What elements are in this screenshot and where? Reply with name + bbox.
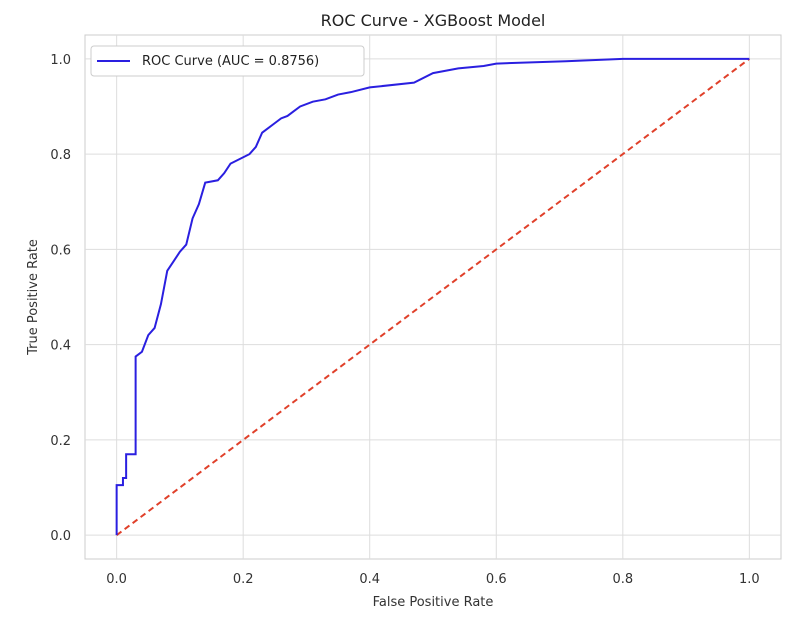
chart-title: ROC Curve - XGBoost Model <box>321 11 546 30</box>
y-tick-label: 0.8 <box>50 148 71 163</box>
legend: ROC Curve (AUC = 0.8756) <box>90 45 365 77</box>
x-tick-label: 1.0 <box>739 572 760 587</box>
grid-lines <box>85 35 781 559</box>
x-tick-label: 0.2 <box>233 572 254 587</box>
roc-curve-line <box>115 57 750 536</box>
legend-box <box>90 45 365 77</box>
y-tick-label: 1.0 <box>50 53 71 68</box>
y-tick-label: 0.2 <box>50 434 71 449</box>
y-tick-label: 0.4 <box>50 339 71 354</box>
y-axis-label: True Positive Rate <box>26 239 41 356</box>
x-axis-label: False Positive Rate <box>373 595 494 610</box>
series-layer <box>115 57 750 536</box>
x-tick-label: 0.0 <box>106 572 127 587</box>
y-tick-label: 0.6 <box>50 243 71 258</box>
tick-labels: 0.0 0.2 0.4 0.6 0.8 1.0 0.0 0.2 0.4 0.6 0.8 1.0 <box>50 53 759 587</box>
x-tick-label: 0.8 <box>612 572 633 587</box>
y-tick-label: 0.0 <box>50 529 71 544</box>
legend-label-roc: ROC Curve (AUC = 0.8756) <box>142 54 319 69</box>
x-tick-label: 0.4 <box>359 572 380 587</box>
random-classifier-line <box>116 58 750 536</box>
x-tick-label: 0.6 <box>486 572 507 587</box>
